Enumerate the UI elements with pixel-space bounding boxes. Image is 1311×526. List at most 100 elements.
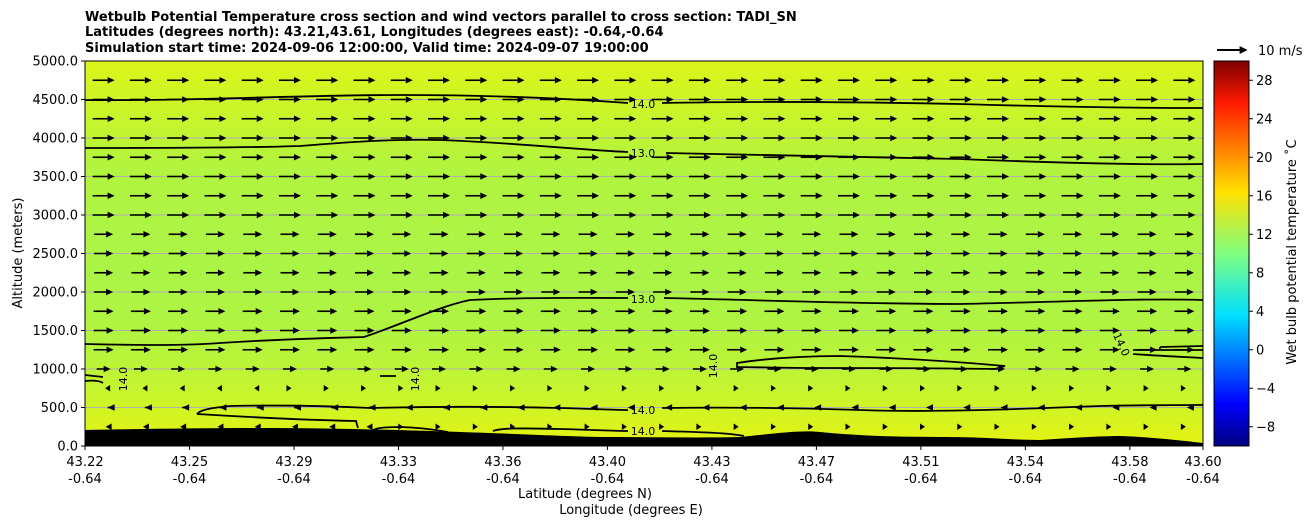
contour-14-mid-right (736, 355, 1006, 370)
wind-vector-head (1149, 231, 1157, 238)
wind-vector-head (331, 77, 339, 84)
wind-vector-head (1076, 173, 1084, 180)
x-tick-label-lon: -0.64 (1113, 472, 1147, 487)
wind-vector-head (964, 192, 972, 199)
wind-vector-head (665, 269, 673, 276)
wind-vector-head (1002, 77, 1010, 84)
wind-vector-head (256, 173, 264, 180)
wind-vector-head (140, 365, 148, 373)
wind-vector-head (1188, 134, 1196, 142)
wind-vector-head (219, 77, 227, 84)
wind-vector-head (401, 365, 409, 373)
wind-vector-head (323, 385, 329, 392)
wind-vector-head (293, 211, 301, 219)
wind-vector-head (851, 269, 859, 276)
title-line-1: Wetbulb Potential Temperature cross sect… (85, 10, 797, 25)
contours (84, 94, 1204, 437)
wind-vector-head (666, 173, 674, 180)
wind-vector-head (516, 308, 524, 315)
wind-vector-head (814, 327, 822, 334)
contour-13-lower (84, 296, 1204, 346)
wind-vector-head (882, 385, 888, 392)
wind-vector-head (219, 134, 227, 142)
title-line-2: Latitudes (degrees north): 43.21,43.61, … (85, 25, 664, 40)
wind-vector-head (478, 288, 486, 296)
wind-vector-head (218, 346, 226, 353)
wind-vector-head (480, 173, 488, 180)
wind-vector-head (292, 308, 300, 315)
wind-vector-head (219, 115, 227, 122)
wind-vector-head (591, 327, 599, 334)
wind-vector-head (1113, 96, 1121, 103)
wind-vector-head (472, 385, 478, 392)
x-tick-label-lat: 43.43 (693, 455, 730, 470)
wind-vector-head (740, 308, 748, 315)
wind-vector-head (733, 423, 739, 430)
wind-vector-head (629, 134, 637, 142)
contour-label: 13.0 (631, 147, 656, 160)
wind-vector-head (1001, 308, 1009, 315)
wind-vector-head (927, 192, 935, 199)
wind-vector-head (1147, 365, 1155, 373)
wind-vector-head (1113, 211, 1121, 219)
x-tick-label-lon: -0.64 (382, 472, 416, 487)
wind-vector-head (405, 154, 413, 161)
wind-vector-head (739, 250, 747, 257)
wind-vector-head (1188, 192, 1196, 199)
wind-vector-head (1037, 288, 1045, 296)
contour-13-upper (84, 138, 1204, 166)
wind-vector-head (590, 250, 598, 257)
wind-vector-head (852, 211, 860, 219)
wind-vector-head (180, 231, 188, 238)
colorbar-ticks: −8 −4 0 4 8 12 16 20 24 28 (1249, 74, 1275, 435)
wind-vector-head (702, 250, 710, 257)
wind-vector-head (550, 365, 558, 373)
wind-vector-head (703, 134, 711, 142)
wind-vector-head (926, 288, 933, 296)
wind-vector-head (105, 385, 111, 392)
wind-vector-head (405, 173, 413, 180)
wind-vector-head (256, 211, 264, 219)
wind-vector-head (621, 423, 627, 430)
wind-vector-head (293, 173, 301, 180)
wind-vector-head (547, 385, 553, 392)
wind-vector-head (554, 77, 562, 84)
wind-vector-head (852, 192, 860, 199)
wind-vector-head (1076, 115, 1084, 122)
wind-vector-head (628, 327, 636, 334)
wind-vector-head (103, 365, 111, 373)
contour-label: 14.0 (631, 98, 656, 111)
wind-vector-head (443, 154, 451, 161)
colorbar-frame (1213, 60, 1250, 447)
wind-vector-head (890, 77, 898, 84)
wind-vector-head (404, 231, 412, 238)
wind-vector-head (480, 192, 488, 199)
y-tick-label: 3500.0 (33, 170, 79, 185)
wind-vector-head (405, 115, 413, 122)
y-tick-label: 1500.0 (33, 324, 79, 339)
wind-vector-head (480, 115, 488, 122)
wind-vector-head (554, 154, 562, 161)
wind-vector-head (927, 96, 935, 103)
y-tick-label: 4500.0 (33, 93, 79, 108)
wind-vector-head (252, 365, 260, 373)
wind-vector-head (740, 327, 748, 334)
wind-vector-head (143, 327, 151, 334)
wind-vector-head (143, 269, 151, 276)
wind-vector-head (480, 77, 488, 84)
wind-vector-head (1151, 77, 1159, 84)
wind-vector-head (964, 134, 972, 142)
wind-vector-head (1112, 269, 1120, 276)
wind-vector-head (699, 365, 707, 373)
wind-vector-head (1187, 308, 1195, 315)
wind-vector-head (591, 308, 599, 315)
x-tick-label-lon: -0.64 (173, 472, 207, 487)
wind-vector-head (1002, 96, 1010, 103)
wind-vector-head (1002, 134, 1010, 142)
wind-vector-head (554, 115, 562, 122)
wind-vector-head (702, 327, 710, 334)
colorbar-tick-label: 4 (1256, 305, 1264, 320)
wind-vector-head (733, 385, 739, 392)
wind-vector-head (1151, 115, 1159, 122)
wind-vector-head (107, 404, 115, 411)
